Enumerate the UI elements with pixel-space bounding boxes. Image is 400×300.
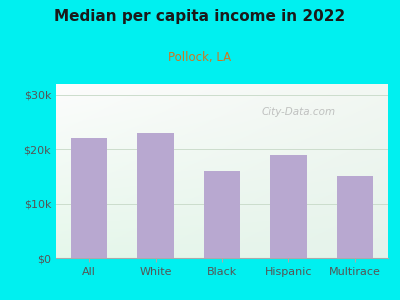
Text: Pollock, LA: Pollock, LA <box>168 51 232 64</box>
Text: Median per capita income in 2022: Median per capita income in 2022 <box>54 9 346 24</box>
Bar <box>336 176 373 258</box>
Bar <box>137 133 174 258</box>
Bar <box>270 155 307 258</box>
Bar <box>204 171 240 258</box>
Bar <box>71 138 108 258</box>
Text: City-Data.com: City-Data.com <box>261 107 336 117</box>
